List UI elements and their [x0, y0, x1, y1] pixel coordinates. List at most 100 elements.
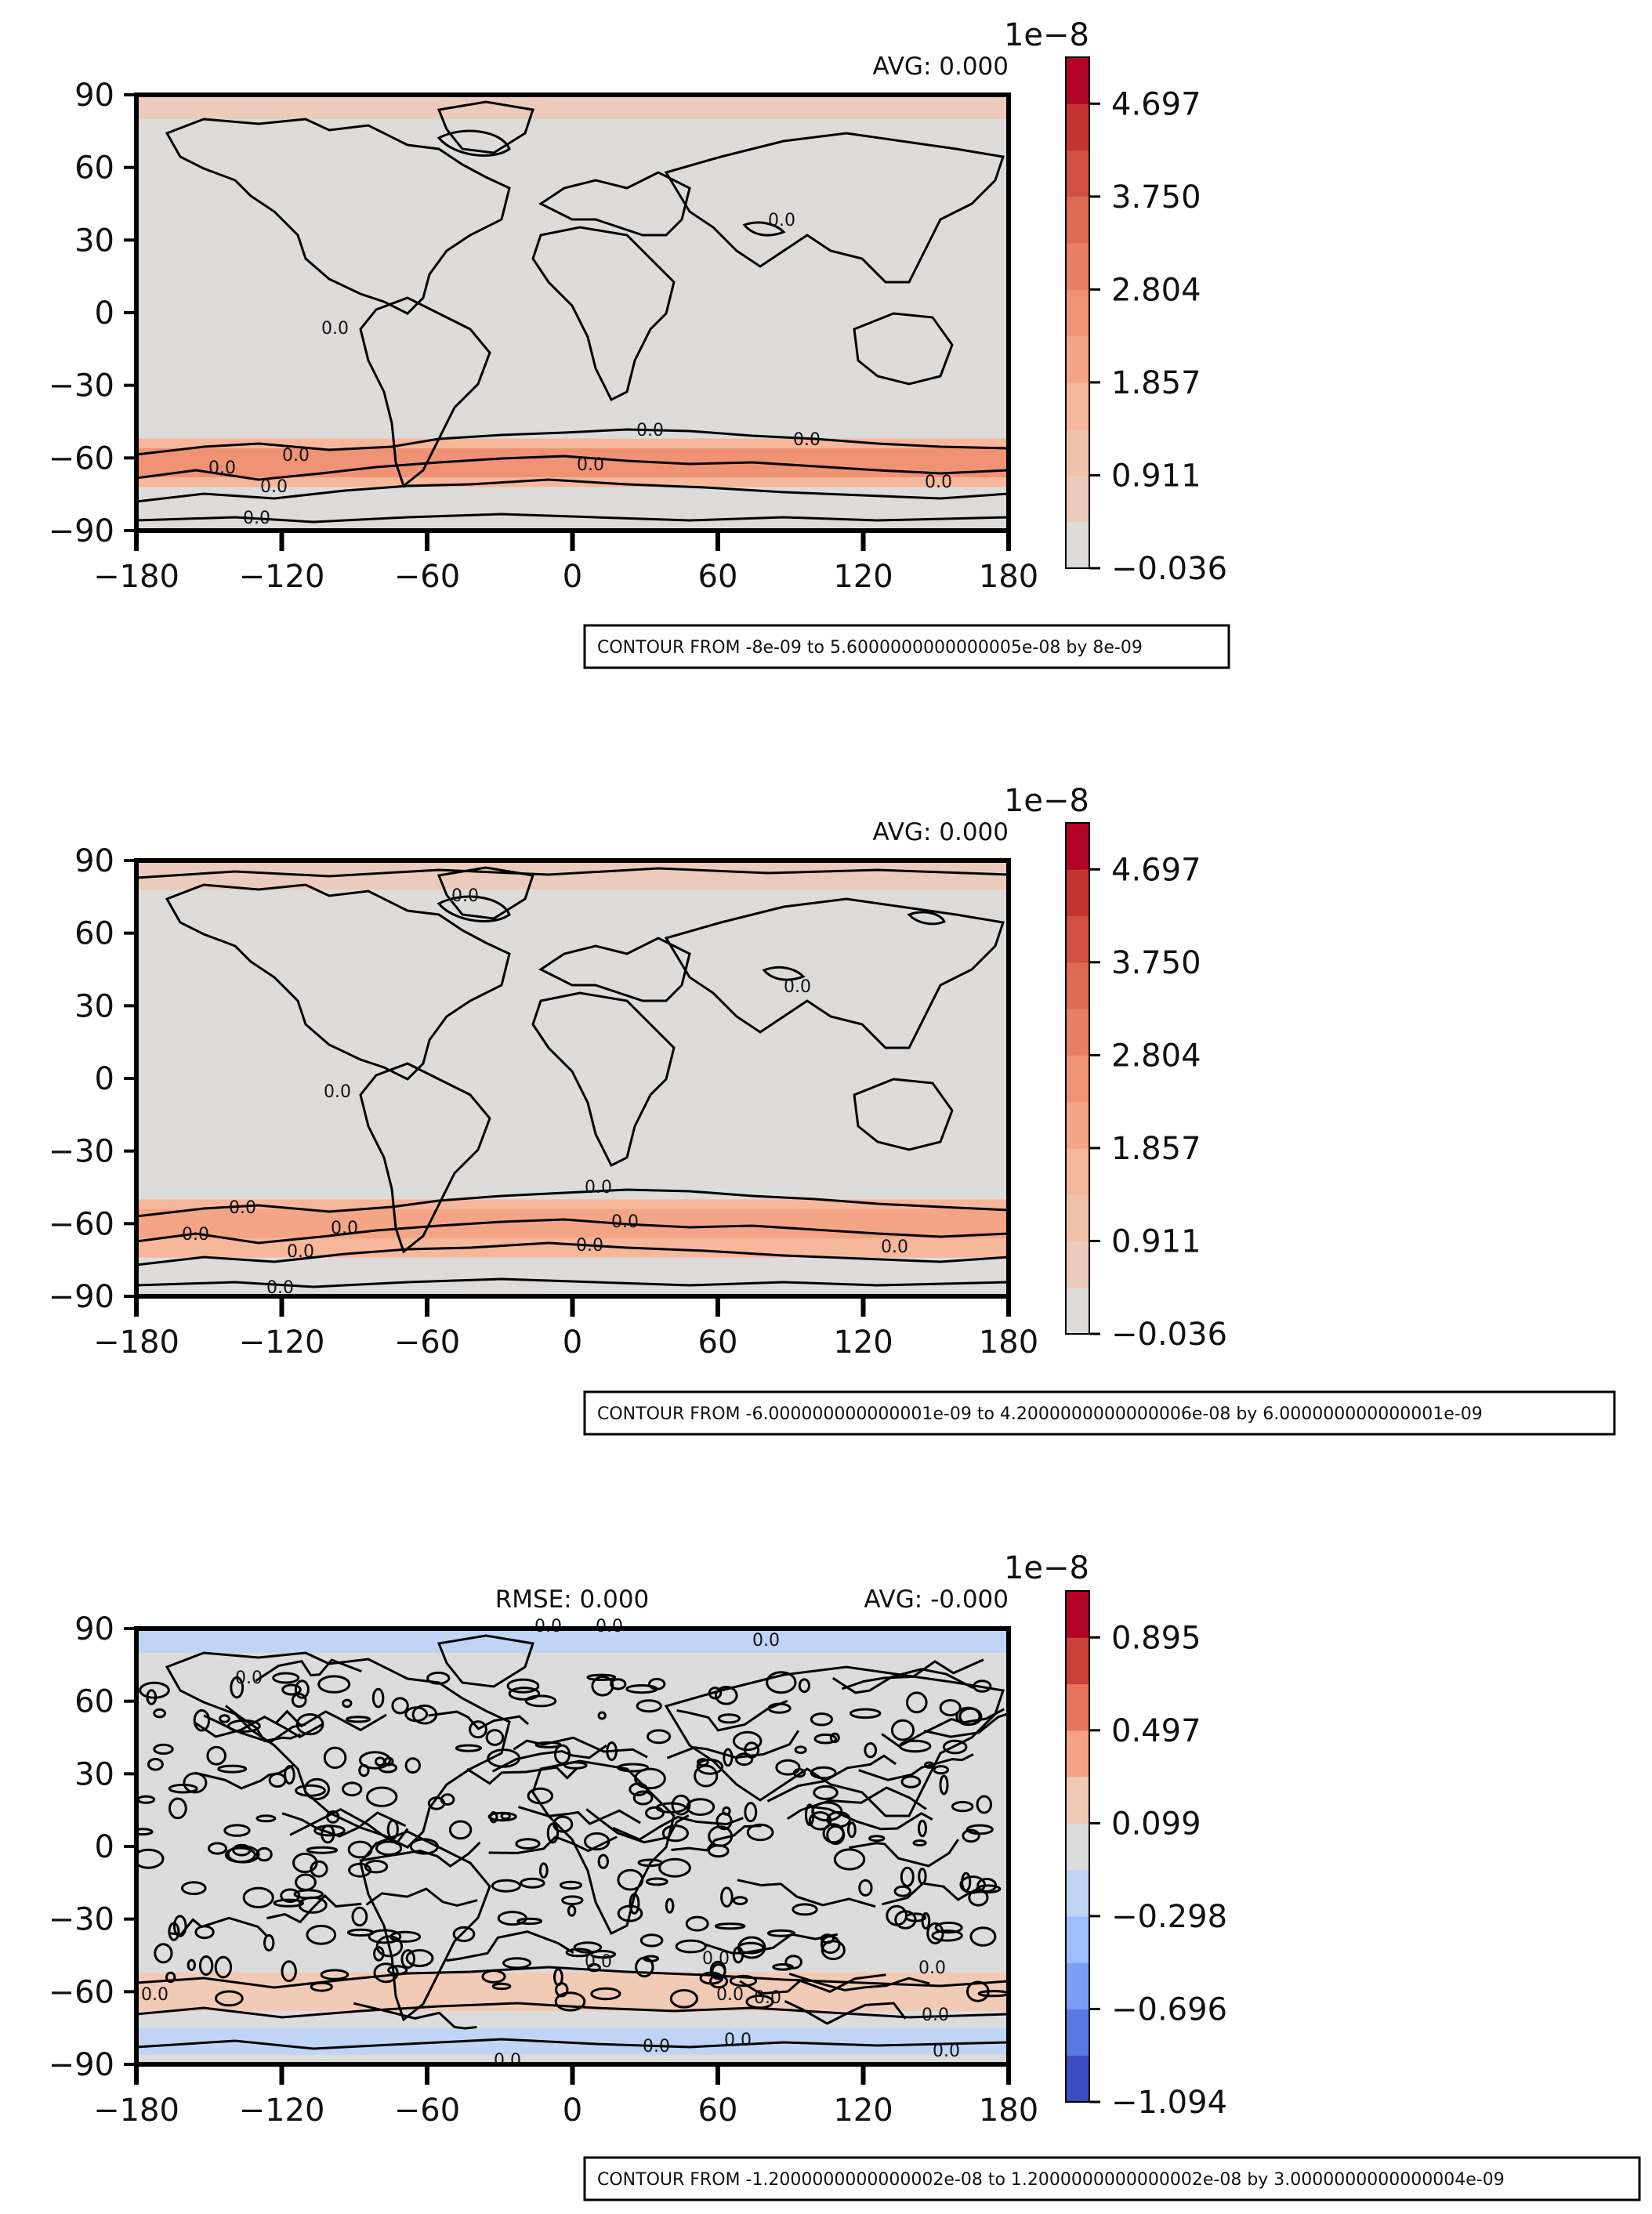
contour-loop [647, 1729, 672, 1745]
x-tick-label: 120 [833, 1324, 893, 1361]
colorbar-segment [1066, 1915, 1089, 1963]
x-tick-label: −60 [394, 2093, 460, 2129]
contour-loop [358, 1763, 370, 1777]
contour-loop [890, 1719, 915, 1741]
colorbar-tick-label: 1.857 [1111, 365, 1201, 401]
x-tick-label: 180 [979, 1324, 1038, 1361]
colorbar-tick-label: 3.750 [1111, 179, 1201, 216]
x-tick-label: 180 [979, 2093, 1038, 2129]
contour-line [671, 1824, 762, 1852]
contour-loop [553, 1968, 563, 1987]
x-tick-label: 0 [563, 559, 582, 595]
contour-loop [961, 1872, 972, 1892]
contour-loop [323, 1746, 347, 1770]
y-tick-label: 0 [95, 1061, 114, 1097]
contour-loop [375, 1756, 386, 1766]
y-tick-label: −90 [49, 513, 114, 549]
x-tick-label: −120 [239, 1324, 325, 1361]
colorbar-segment [1066, 2009, 1089, 2056]
contour-loop [794, 1745, 807, 1755]
contour-loop [147, 1758, 164, 1771]
colorbar-tick-label: −0.298 [1111, 1899, 1227, 1935]
contour-label: 0.0 [611, 1212, 639, 1232]
contour-loop [715, 1686, 738, 1705]
contour-loop [645, 1806, 665, 1820]
contour-loop [766, 1929, 796, 1937]
contour-loop [732, 1946, 744, 1964]
contour-loop [214, 1955, 233, 1979]
x-tick-label: 120 [833, 559, 893, 595]
contour-loop [373, 1962, 399, 1984]
contour-line [766, 1754, 897, 1803]
contour-loop [389, 1930, 422, 1943]
contour-loop [933, 1765, 949, 1775]
x-tick-label: 60 [698, 1324, 738, 1361]
contour-line [466, 1766, 578, 1785]
contour-loop [273, 1898, 305, 1908]
y-tick-label: 30 [74, 1756, 114, 1792]
contour-loop [371, 1687, 385, 1709]
contour-loop [893, 1885, 911, 1897]
contour-line [737, 1879, 876, 1908]
colorbar-segment [1066, 1194, 1089, 1241]
contour-loop [263, 1933, 275, 1952]
contour-value-labels: 0.0 0.0 0.0 0.0 0.0 0.0 0.0 0.0 0.0 0.0 … [141, 1617, 960, 2071]
contour-loop [565, 1948, 592, 1958]
x-axis: −180 −120 −60 0 60 120 180 [93, 2064, 1038, 2129]
contour-loop [538, 1862, 549, 1879]
contour-loop [404, 1757, 421, 1774]
colorbar-segment [1066, 823, 1089, 870]
contour-note: CONTOUR FROM -1.2000000000000002e-08 to … [597, 2170, 1505, 2190]
colorbar-segment [1066, 1147, 1089, 1195]
contour-loop [912, 1839, 927, 1846]
contour-loop [500, 1812, 511, 1821]
contour-loop [405, 1949, 434, 1967]
colorbar-offset-label: 1e−8 [1004, 1550, 1089, 1586]
x-tick-label: −120 [239, 2093, 325, 2129]
contour-loop [699, 1971, 724, 1985]
contour-loop [744, 1802, 758, 1823]
contour-loop [154, 1943, 173, 1964]
contour-loop [943, 1739, 968, 1755]
contour-label: 0.0 [754, 1988, 781, 2008]
colorbar-segment [1066, 521, 1089, 569]
contour-loop [722, 1806, 731, 1816]
contour-loop [665, 1897, 675, 1914]
contour-loop [230, 1676, 245, 1699]
contour-line [858, 1753, 974, 1781]
contour-loop [810, 1712, 834, 1727]
contour-loop [491, 1879, 521, 1893]
contour-line [923, 1712, 1009, 1738]
contour-loop [808, 1811, 832, 1831]
contour-loop [448, 1820, 473, 1840]
y-axis: 90 60 30 0 −30 −60 −90 [49, 78, 136, 549]
colorbar: −1.094 −0.696 −0.298 0.099 0.497 0.895 [1065, 1590, 1227, 2121]
colorbar-tick-label: −0.036 [1111, 551, 1227, 587]
contour-loop [926, 1922, 944, 1944]
contour-loop [829, 1732, 840, 1744]
contour-loop [295, 1873, 317, 1891]
contour-loop [864, 1742, 878, 1759]
colorbar: −0.036 0.911 1.857 2.804 3.750 4.697 [1065, 56, 1227, 587]
colorbar-segment [1066, 1241, 1089, 1288]
x-tick-label: −120 [239, 559, 325, 595]
contour-label: 0.0 [141, 1985, 168, 2005]
contour-label: 0.0 [260, 477, 288, 497]
contour-label: 0.0 [768, 211, 795, 230]
y-tick-label: −90 [49, 2047, 114, 2083]
contour-loop [320, 1969, 350, 1980]
field-band [136, 861, 1009, 890]
contour-loop [136, 1828, 154, 1836]
contour-loop [502, 1957, 532, 1969]
contour-label: 0.0 [702, 1949, 730, 1969]
contour-loop [317, 1675, 351, 1694]
contour-loop [648, 1677, 666, 1690]
contour-loop [685, 1915, 709, 1932]
x-tick-label: −180 [93, 1324, 179, 1361]
contour-line [788, 1973, 930, 1991]
contour-line [266, 1893, 362, 1924]
colorbar-segment [1066, 2055, 1089, 2103]
x-tick-label: −180 [93, 2093, 179, 2129]
field-band [136, 95, 1009, 119]
x-tick-label: 120 [833, 2093, 893, 2129]
